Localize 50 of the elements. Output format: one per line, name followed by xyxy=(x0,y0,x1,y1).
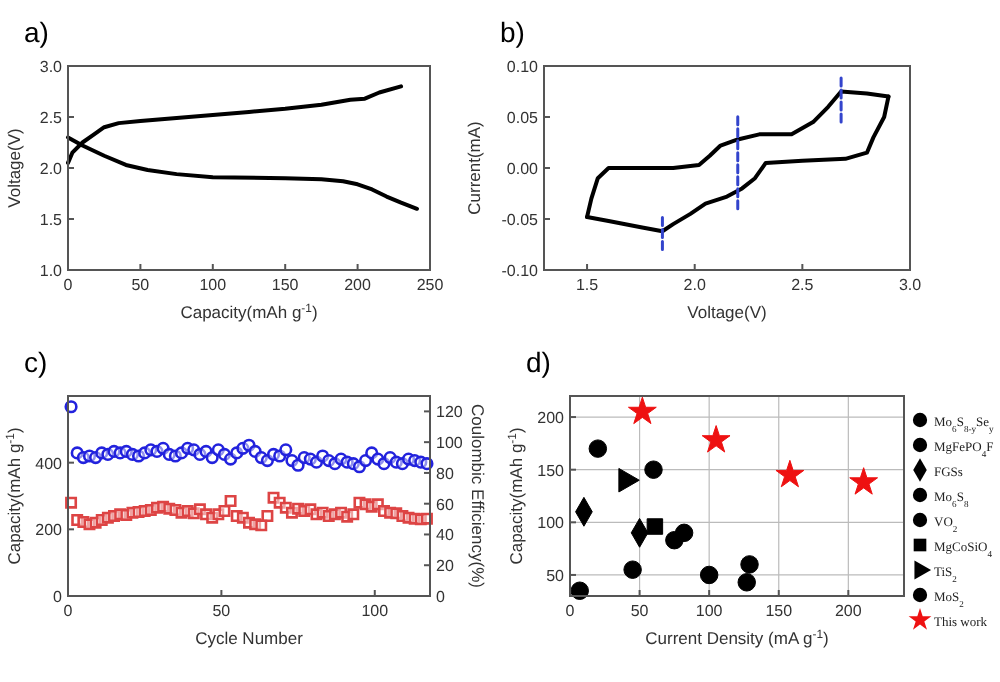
x-tick-label: 50 xyxy=(630,602,650,620)
y-tick-label: 1.0 xyxy=(39,262,64,280)
x-tick-label: 150 xyxy=(765,602,794,620)
x-tick-label: 2.0 xyxy=(683,276,707,294)
y2-tick-label: 60 xyxy=(436,495,455,514)
x-axis-title: Capacity(mAh g$^{-1}$) xyxy=(180,302,318,322)
y2-tick-label: 20 xyxy=(436,557,455,576)
y-tick-label: 150 xyxy=(537,461,566,480)
x-tick-label: 1.5 xyxy=(575,276,600,294)
y-tick-label: -0.05 xyxy=(501,211,540,229)
y2-tick-label: 0 xyxy=(436,588,446,606)
y-tick-label: 100 xyxy=(537,514,566,533)
x-tick-label: 2.5 xyxy=(791,276,815,294)
y2-tick-label: 40 xyxy=(436,526,455,545)
x-tick-label: 100 xyxy=(361,602,390,620)
y2-axis-title: Coulombic Efficiency(%) xyxy=(468,404,488,589)
chart-title: c) xyxy=(24,346,48,378)
x-tick-label: 200 xyxy=(834,602,863,620)
x-tick-label: 150 xyxy=(271,276,300,294)
y-tick-label: 200 xyxy=(35,521,64,540)
x-axis-title: Voltage(V) xyxy=(687,302,768,322)
y-tick-label: 0.05 xyxy=(506,109,540,127)
y2-tick-label: 100 xyxy=(436,434,464,453)
x-tick-label: 100 xyxy=(199,276,228,294)
x-tick-label: 200 xyxy=(344,276,373,294)
x-tick-label: 3.0 xyxy=(898,276,923,294)
y-tick-label: -0.10 xyxy=(501,262,540,280)
y2-tick-label: 120 xyxy=(436,403,464,422)
y-tick-label: 0 xyxy=(53,588,64,606)
y2-tick-label: 80 xyxy=(436,464,455,483)
y-tick-label: 0.10 xyxy=(506,58,540,76)
x-axis-title: Cycle Number xyxy=(195,628,304,648)
y-tick-label: 400 xyxy=(35,454,64,473)
y-axis-title: Current(mA) xyxy=(464,120,484,215)
y-tick-label: 2.5 xyxy=(39,109,64,127)
x-tick-label: 100 xyxy=(695,602,724,620)
x-tick-label: 250 xyxy=(416,276,445,294)
y-tick-label: 3.0 xyxy=(39,58,64,76)
chart-title: d) xyxy=(526,346,551,378)
y-tick-label: 200 xyxy=(537,409,566,428)
x-tick-label: 50 xyxy=(212,602,232,620)
y-tick-label: 0.00 xyxy=(506,160,540,178)
y-tick-label: 1.5 xyxy=(39,211,64,229)
y-tick-label: 50 xyxy=(546,566,566,585)
x-axis-title: Current Density (mA g$^{-1}$) xyxy=(645,628,830,648)
y-axis-title: Voltage(V) xyxy=(4,127,24,208)
x-tick-label: 50 xyxy=(131,276,151,294)
y-tick-label: 2.0 xyxy=(39,160,64,178)
chart-title: b) xyxy=(500,16,525,48)
chart-title: a) xyxy=(24,16,49,48)
